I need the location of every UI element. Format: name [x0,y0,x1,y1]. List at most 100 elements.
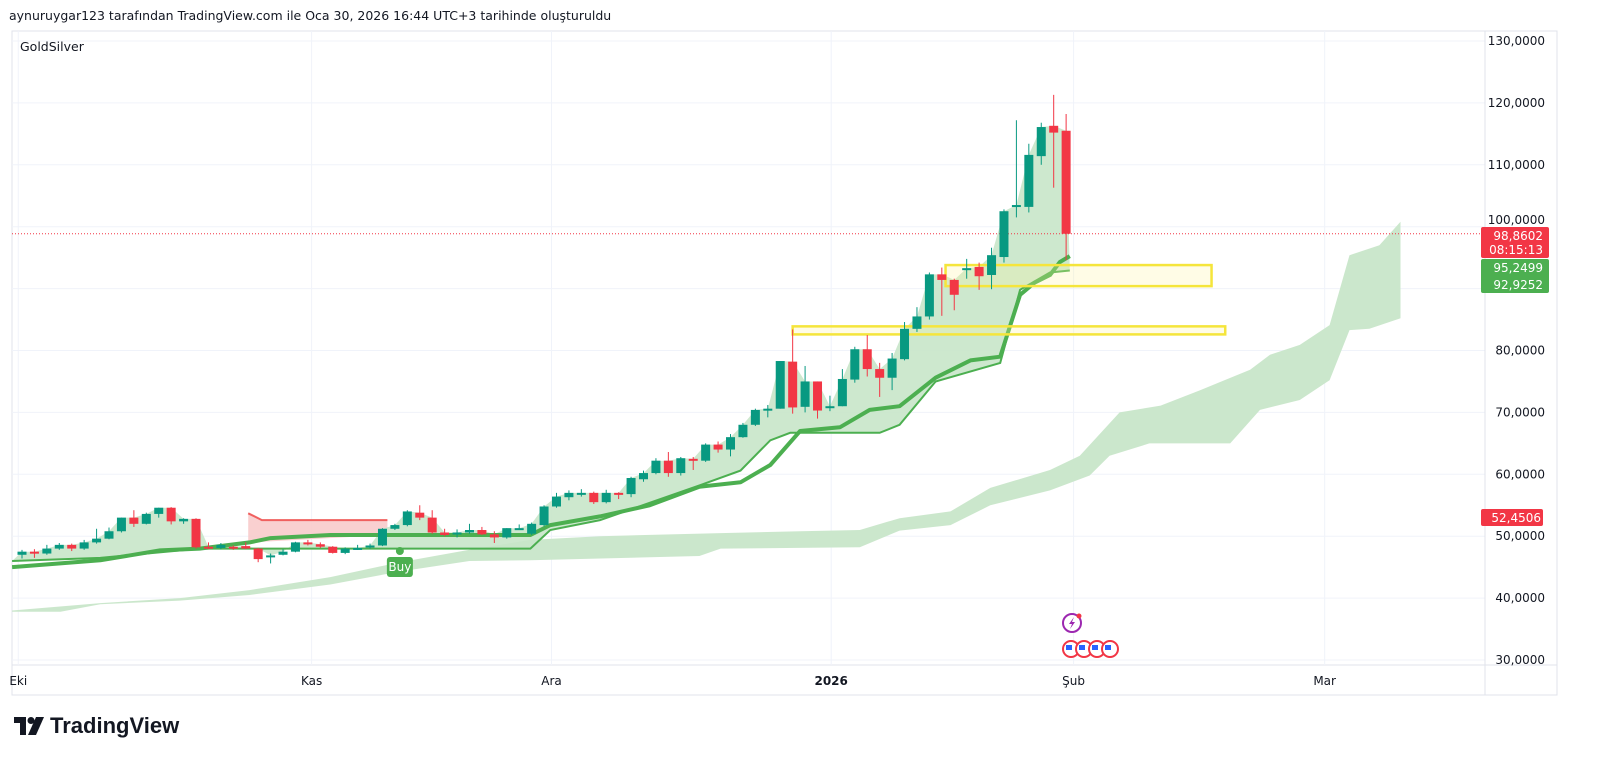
candle-body-up [17,551,27,555]
candle-body-up [962,268,972,271]
candle-body-up [266,555,276,558]
candle-body-down [191,518,201,548]
lightning-glyph-icon [1069,617,1075,629]
candle-body-down [1061,130,1071,234]
candle-body-down [67,544,77,549]
last-price-value: 98,8602 [1493,229,1543,243]
time-axis[interactable]: Eki Kas Ara 2026 Şub Mar [9,674,1336,688]
candle-body-up [365,545,375,548]
candle-body-down [427,517,437,533]
candle-body-up [377,528,387,546]
tradingview-logo-text: TradingView [50,713,180,738]
notification-dot-icon [1076,613,1082,619]
candle-body-up [514,528,524,531]
candle-body-up [1024,154,1034,207]
price-tags: 98,8602 08:15:13 95,2499 92,9252 52,4506 [1481,227,1549,526]
candle-body-up [887,358,897,378]
trend-thin-value: 92,9252 [1493,278,1543,292]
candle-body-up [825,406,835,409]
trend-lines [11,254,1071,570]
candle-body-down [862,349,872,370]
candle-body-up [79,542,89,549]
price-trend-fill [12,125,1070,562]
candle-body-up [104,531,114,539]
candle-body-down [589,492,599,503]
tradingview-logo-icon [14,717,44,735]
candles [17,94,1071,564]
candle-body-down [688,458,698,461]
flag-canton [1105,645,1111,650]
symbol-title: GoldSilver [20,39,84,54]
flag-canton [1092,645,1098,650]
price-axis-label: 130,0000 [1488,34,1545,48]
candle-body-up [92,538,102,543]
bar-countdown: 08:15:13 [1489,243,1543,257]
candle-body-down [415,512,425,518]
time-axis-label: Şub [1062,674,1085,688]
tradingview-logo[interactable]: TradingView [14,713,179,739]
candle-body-up [390,525,400,529]
candle-body-up [850,349,860,380]
flag-canton [1079,645,1085,650]
candle-body-up [676,458,686,474]
candle-body-up [999,211,1009,258]
time-axis-label: 2026 [814,674,847,688]
candle-body-up [502,528,512,538]
candle-body-up [601,492,611,503]
event-icons[interactable] [1062,613,1119,658]
chart-caption: aynuruygar123 tarafından TradingView.com… [9,8,612,23]
candle-body-down [328,546,338,553]
candle-body-down [813,381,823,411]
price-axis-label: 110,0000 [1488,158,1545,172]
candle-body-down [974,266,984,277]
candle-body-up [1036,127,1046,157]
candle-body-down [614,492,624,495]
candle-body-up [576,492,586,495]
candle-body-up [402,511,412,526]
time-axis-label: Kas [301,674,322,688]
price-axis-label: 80,0000 [1495,344,1545,358]
candle-body-up [987,255,997,275]
candle-body-down [166,507,176,522]
candle-body-up [340,548,350,553]
candle-body-up [626,478,636,495]
candle-body-down [663,460,673,474]
candle-body-up [924,274,934,317]
price-axis-label: 120,0000 [1488,96,1545,110]
candle-body-up [116,517,126,532]
candle-body-up [900,328,910,360]
buy-marker-dot [395,547,404,556]
candle-body-up [1011,205,1021,208]
candle-body-down [203,546,213,549]
buy-label: Buy [388,560,411,574]
candle-body-down [937,274,947,280]
candle-body-up [738,424,748,438]
candle-body-down [241,546,251,549]
candle-body-up [651,460,661,474]
support-zone-box[interactable] [944,263,1213,288]
candle-body-up [564,492,574,498]
us-flag-events[interactable] [1062,640,1119,658]
candle-body-up [290,542,300,552]
candle-body-up [464,530,474,533]
candle-body-up [726,437,736,450]
support-zone-box[interactable] [791,325,1227,336]
candle-body-up [353,547,363,550]
time-axis-label: Ara [541,674,562,688]
candle-body-up [750,409,760,425]
candle-body-down [949,279,959,295]
price-axis[interactable]: 130,0000 120,0000 110,0000 100,0000 80,0000 7… [1488,34,1545,667]
red-level-line [247,512,388,522]
price-axis-label: 60,0000 [1495,467,1545,481]
cloud-band [12,221,1401,612]
cloud-area [12,221,1401,612]
candle-body-up [639,473,648,480]
buy-signal[interactable]: Buy [386,547,413,578]
candle-body-down [788,361,798,408]
trend-thick-value: 95,2499 [1493,261,1543,275]
candle-body-down [713,444,723,450]
candle-body-down [129,517,139,524]
candle-body-down [253,548,263,560]
candle-body-down [303,542,313,545]
